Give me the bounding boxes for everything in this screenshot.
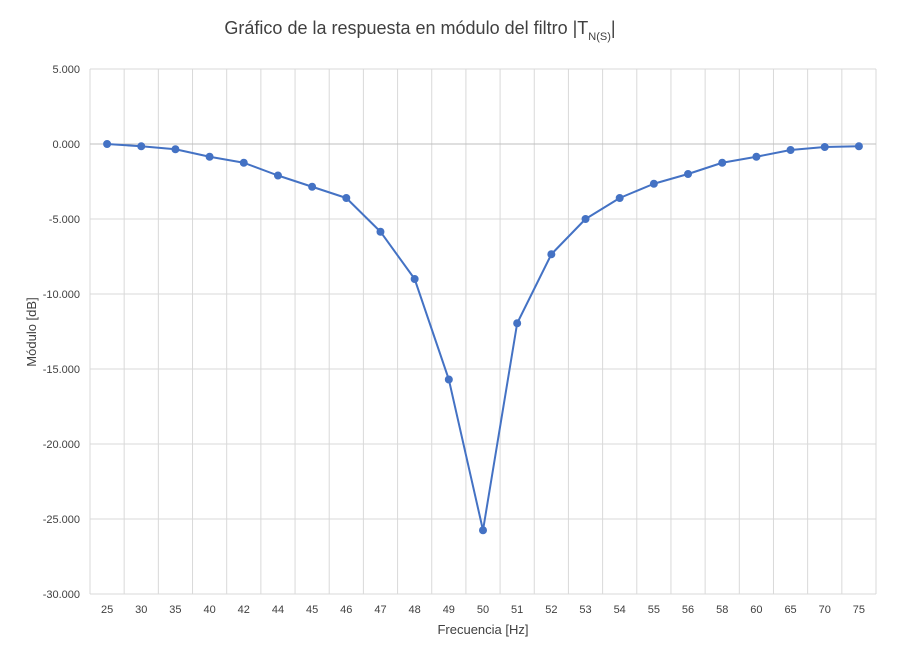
x-tick-label: 47 [374,604,386,616]
chart-title: Gráfico de la respuesta en módulo del fi… [224,18,615,43]
x-tick-label: 46 [340,604,352,616]
x-tick-label: 30 [135,604,147,616]
data-point [444,375,453,384]
data-point [376,227,385,236]
data-point [547,250,556,259]
data-point [137,142,146,151]
y-tick-label: -20.000 [43,439,80,451]
x-tick-label: 35 [169,604,181,616]
y-tick-label: -30.000 [43,589,80,601]
x-tick-label: 52 [545,604,557,616]
data-point [205,152,214,161]
x-tick-label: 44 [272,604,284,616]
data-point [273,171,282,180]
y-tick-label: 0.000 [52,139,80,151]
data-point [239,158,248,167]
x-tick-label: 51 [511,604,523,616]
x-tick-label: 48 [409,604,421,616]
x-tick-label: 42 [238,604,250,616]
x-axis-title: Frecuencia [Hz] [437,622,528,637]
chart-title-subscript: N(S) [588,31,611,43]
x-tick-label: 60 [750,604,762,616]
y-axis-ticks: 5.000 0.000 -5.000 -10.000 -15.000 -20.000 -25… [43,64,80,601]
x-tick-label: 45 [306,604,318,616]
series-line [107,143,859,532]
data-point [342,194,351,202]
grid [89,68,877,595]
x-tick-label: 40 [203,604,215,616]
y-tick-label: 5.000 [52,64,80,76]
data-point [786,146,795,154]
data-point [718,158,727,167]
data-point [615,194,624,202]
data-point [820,143,829,151]
x-tick-label: 25 [101,604,113,616]
data-point [308,182,317,191]
x-tick-label: 53 [579,604,591,616]
y-axis-title: Módulo [dB] [24,297,39,366]
x-tick-label: 65 [784,604,796,616]
y-tick-label: -25.000 [43,514,80,526]
series-layer [103,140,863,535]
chart-title-suffix: | [611,18,616,38]
y-tick-label: -5.000 [49,214,80,226]
data-point [581,215,590,223]
data-point [649,179,658,188]
chart-title-main: Gráfico de la respuesta en módulo del fi… [224,18,588,38]
x-tick-label: 75 [853,604,865,616]
x-axis-ticks: 25 30 35 40 42 44 45 46 47 48 49 50 51 52 53 54 55 56 58 60… [101,604,865,616]
x-tick-label: 58 [716,604,728,616]
data-point [854,142,863,151]
data-point [171,145,180,154]
data-point [513,319,522,328]
data-point [410,275,419,283]
y-tick-label: -10.000 [43,289,80,301]
x-tick-label: 54 [614,604,626,616]
data-point [479,526,487,535]
x-tick-label: 56 [682,604,694,616]
x-tick-label: 49 [443,604,455,616]
data-point [684,170,693,178]
y-tick-label: -15.000 [43,364,80,376]
data-point [752,152,761,161]
data-point [103,140,112,148]
x-tick-label: 70 [819,604,831,616]
x-tick-label: 50 [477,604,489,616]
x-tick-label: 55 [648,604,660,616]
